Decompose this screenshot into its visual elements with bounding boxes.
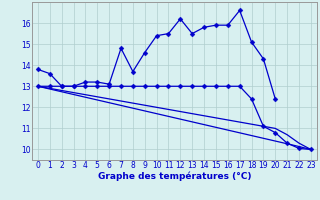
- X-axis label: Graphe des températures (°C): Graphe des températures (°C): [98, 172, 251, 181]
